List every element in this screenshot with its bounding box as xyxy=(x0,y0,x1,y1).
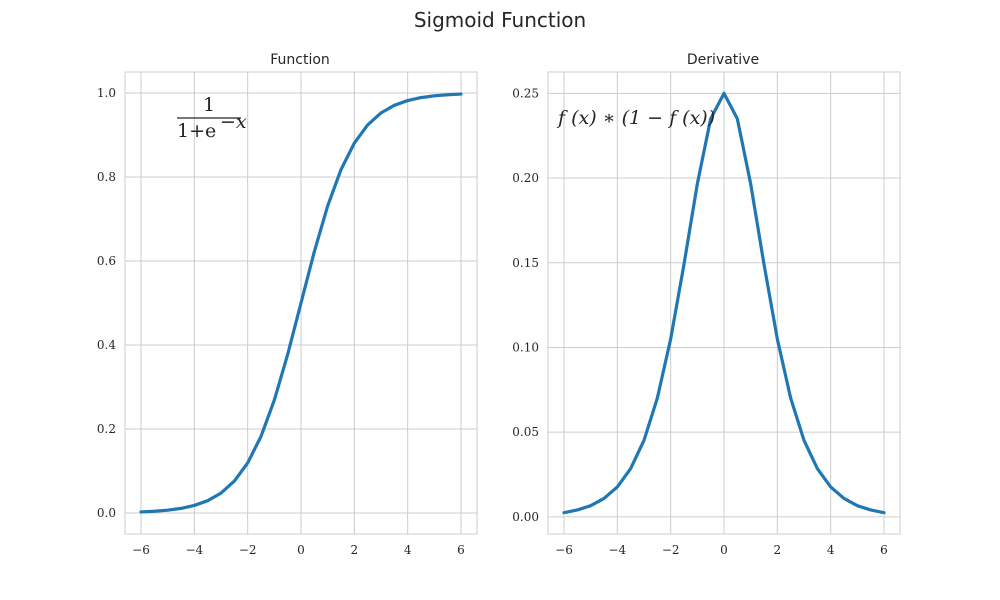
derivative-x-tick-label: −4 xyxy=(608,543,626,557)
derivative-y-ticks: 0.00 0.05 0.10 0.15 0.20 0.25 xyxy=(512,86,539,524)
derivative-formula-annotation: f (x) ∗ (1 − f (x)) xyxy=(556,107,715,129)
function-subplot: Function −6 −4 −2 0 2 4 6 0.0 0.2 0.4 0.6 0.8 1.0 1… xyxy=(97,52,478,557)
derivative-x-tick-label: 2 xyxy=(774,543,782,557)
function-y-tick-label: 0.0 xyxy=(97,506,116,520)
function-x-tick-label: 2 xyxy=(351,543,359,557)
derivative-y-tick-label: 0.25 xyxy=(512,86,539,100)
derivative-grid xyxy=(548,72,900,534)
function-y-tick-label: 0.2 xyxy=(97,422,116,436)
derivative-subplot-title: Derivative xyxy=(687,52,759,68)
function-y-tick-label: 0.8 xyxy=(97,170,116,184)
figure-title: Sigmoid Function xyxy=(414,8,586,32)
derivative-series-line xyxy=(562,91,886,515)
function-grid xyxy=(125,72,477,534)
derivative-y-tick-label: 0.00 xyxy=(512,510,539,524)
function-x-tick-label: 0 xyxy=(297,543,305,557)
function-series-line xyxy=(139,92,463,514)
function-formula-annotation: 1 1+e −x xyxy=(177,94,247,142)
derivative-x-tick-label: −2 xyxy=(662,543,680,557)
function-subplot-title: Function xyxy=(270,52,330,68)
derivative-y-tick-label: 0.10 xyxy=(512,340,539,354)
function-y-tick-label: 0.4 xyxy=(97,338,116,352)
formula-numerator: 1 xyxy=(203,94,215,116)
function-x-tick-label: 6 xyxy=(457,543,465,557)
function-y-tick-label: 0.6 xyxy=(97,254,116,268)
derivative-x-tick-label: 0 xyxy=(720,543,728,557)
derivative-y-tick-label: 0.20 xyxy=(512,171,539,185)
function-y-tick-label: 1.0 xyxy=(97,86,116,100)
function-x-tick-label: −2 xyxy=(239,543,257,557)
function-x-tick-label: 4 xyxy=(404,543,412,557)
derivative-x-tick-label: 4 xyxy=(827,543,835,557)
function-x-ticks: −6 −4 −2 0 2 4 6 xyxy=(132,543,465,557)
derivative-x-tick-label: 6 xyxy=(880,543,888,557)
formula-denominator-exponent: −x xyxy=(220,111,247,133)
function-x-tick-label: −6 xyxy=(132,543,150,557)
derivative-y-tick-label: 0.05 xyxy=(512,425,539,439)
derivative-x-tick-label: −6 xyxy=(555,543,573,557)
derivative-y-tick-label: 0.15 xyxy=(512,256,539,270)
formula-denominator-base: 1+e xyxy=(177,120,216,142)
derivative-subplot: Derivative −6 −4 −2 0 2 4 6 0.000.050.100.150.… xyxy=(512,52,901,557)
function-axes-frame xyxy=(124,71,478,535)
derivative-x-ticks: −6 −4 −2 0 2 4 6 xyxy=(555,543,888,557)
function-x-tick-label: −4 xyxy=(185,543,203,557)
function-y-ticks: 0.0 0.2 0.4 0.6 0.8 1.0 xyxy=(97,86,116,520)
derivative-axes-frame xyxy=(547,71,901,535)
